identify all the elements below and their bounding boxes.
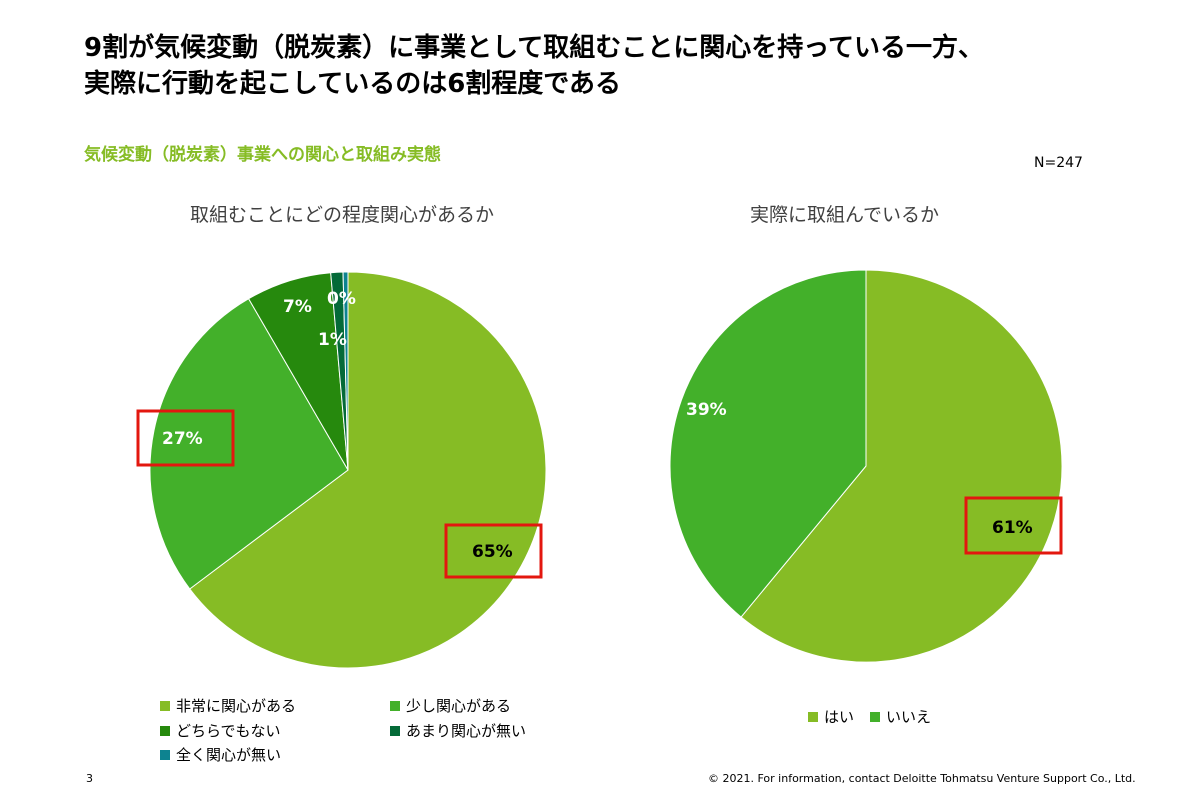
legend-label: いいえ: [886, 708, 932, 726]
legend-item-not-interested: 全く関心が無い: [160, 744, 281, 765]
legend-label: 非常に関心がある: [176, 697, 297, 715]
pie1-slice-4: [342, 271, 349, 471]
legend-swatch: [160, 700, 170, 711]
pie1-data-label-0: 65%: [472, 542, 513, 562]
legend-item-not-very-interested: あまり関心が無い: [390, 720, 526, 741]
pie1-highlight-box-0: [444, 523, 543, 579]
legend-label: どちらでもない: [176, 722, 281, 740]
pie1-highlight-box-1: [136, 409, 235, 467]
title-line-2: 実際に行動を起こしているのは6割程度である: [84, 69, 622, 99]
sample-size-label: N=247: [1034, 155, 1083, 171]
legend-label: はい: [824, 708, 855, 726]
legend-label: あまり関心が無い: [406, 722, 527, 740]
slide-title: 9割が気候変動（脱炭素）に事業として取組むことに関心を持っている一方、 実際に行…: [84, 30, 1164, 102]
legend-swatch: [870, 711, 880, 722]
pie1-slice-0: [189, 271, 547, 669]
pie2-highlight-box-0: [964, 496, 1063, 555]
legend-item-somewhat-interested: 少し関心がある: [390, 695, 511, 716]
legend-item-yes: はい: [808, 706, 854, 727]
pie1-slice-1: [149, 298, 349, 590]
legend-item-neutral: どちらでもない: [160, 720, 281, 741]
page-number: 3: [86, 772, 93, 785]
pie1-data-label-1: 27%: [162, 429, 203, 449]
pie1-data-label-3: 1%: [318, 330, 347, 350]
pie2-data-label-0: 61%: [992, 518, 1033, 538]
title-line-1: 9割が気候変動（脱炭素）に事業として取組むことに関心を持っている一方、: [84, 33, 985, 63]
right-chart-title: 実際に取組んでいるか: [750, 204, 940, 226]
pie2-data-label-1: 39%: [686, 400, 727, 420]
legend-swatch: [390, 700, 400, 711]
pie2-slice-0: [740, 269, 1063, 663]
legend-item-no: いいえ: [870, 706, 931, 727]
legend-swatch: [390, 725, 400, 736]
pie1-data-label-2: 7%: [283, 297, 312, 317]
copyright-footer: © 2021. For information, contact Deloitt…: [708, 772, 1136, 785]
left-chart-title: 取組むことにどの程度関心があるか: [190, 204, 495, 226]
chart-subtitle: 気候変動（脱炭素）事業への関心と取組み実態: [84, 145, 441, 165]
legend-label: 少し関心がある: [406, 697, 512, 715]
pie2-slice-1: [669, 269, 867, 618]
legend-item-very-interested: 非常に関心がある: [160, 695, 296, 716]
legend-label: 全く関心が無い: [176, 746, 282, 764]
pie1-data-label-4: 0%: [327, 289, 356, 309]
legend-swatch: [160, 725, 170, 736]
legend-swatch: [808, 711, 818, 722]
legend-swatch: [160, 749, 170, 760]
